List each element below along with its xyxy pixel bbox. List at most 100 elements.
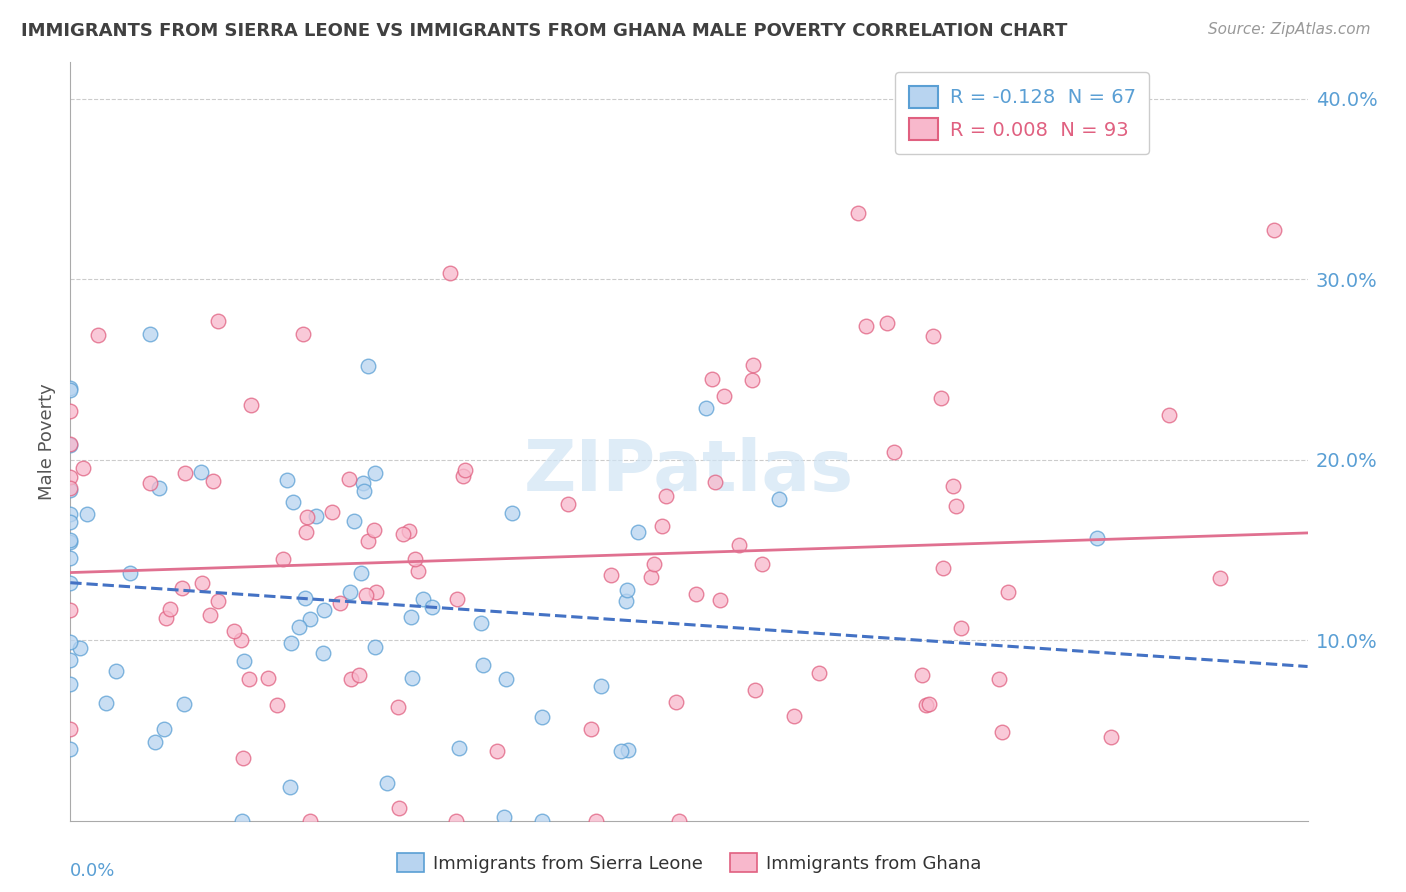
Point <box>451 469 474 483</box>
Point <box>231 814 253 828</box>
Point <box>138 476 160 491</box>
Point <box>406 564 429 578</box>
Point <box>807 665 830 680</box>
Point <box>627 524 650 539</box>
Point <box>585 814 607 828</box>
Point <box>295 525 318 540</box>
Point <box>96 696 118 710</box>
Point <box>59 533 82 547</box>
Point <box>201 474 224 488</box>
Point <box>87 328 110 343</box>
Point <box>713 389 735 403</box>
Point <box>305 509 328 524</box>
Point <box>347 668 370 682</box>
Point <box>388 801 411 815</box>
Point <box>917 697 939 711</box>
Point <box>446 814 468 828</box>
Point <box>280 636 302 650</box>
Point <box>941 479 963 493</box>
Point <box>768 492 790 507</box>
Point <box>494 810 516 824</box>
Point <box>531 710 554 724</box>
Point <box>617 743 640 757</box>
Point <box>486 744 509 758</box>
Point <box>1263 222 1285 236</box>
Point <box>401 671 423 685</box>
Point <box>190 465 212 479</box>
Point <box>276 473 298 487</box>
Point <box>363 523 385 537</box>
Point <box>191 575 214 590</box>
Point <box>610 744 633 758</box>
Point <box>703 475 725 489</box>
Point <box>172 581 194 595</box>
Text: ZIPatlas: ZIPatlas <box>524 437 853 507</box>
Point <box>207 314 229 328</box>
Point <box>299 611 322 625</box>
Point <box>278 780 301 794</box>
Point <box>232 751 254 765</box>
Point <box>266 698 288 712</box>
Point <box>375 776 398 790</box>
Point <box>329 596 352 610</box>
Point <box>751 557 773 571</box>
Point <box>239 398 262 412</box>
Point <box>1209 571 1232 585</box>
Point <box>356 534 378 549</box>
Point <box>59 576 82 591</box>
Point <box>283 495 305 509</box>
Point <box>447 740 470 755</box>
Point <box>643 557 665 571</box>
Point <box>387 700 409 714</box>
Point <box>352 475 374 490</box>
Point <box>312 603 335 617</box>
Point <box>59 534 82 549</box>
Point <box>846 206 869 220</box>
Point <box>439 266 461 280</box>
Point <box>591 679 613 693</box>
Point <box>472 658 495 673</box>
Point <box>557 497 579 511</box>
Point <box>353 484 375 499</box>
Point <box>72 461 94 475</box>
Point <box>987 673 1010 687</box>
Point <box>118 566 141 580</box>
Point <box>339 672 361 686</box>
Point <box>501 506 523 520</box>
Point <box>945 499 967 513</box>
Point <box>685 587 707 601</box>
Y-axis label: Male Poverty: Male Poverty <box>38 384 56 500</box>
Point <box>59 635 82 649</box>
Point <box>59 515 82 529</box>
Point <box>59 742 82 756</box>
Point <box>404 551 426 566</box>
Point <box>997 585 1019 599</box>
Point <box>855 318 877 333</box>
Point <box>412 592 434 607</box>
Point <box>599 568 621 582</box>
Point <box>783 709 806 723</box>
Point <box>579 723 602 737</box>
Point <box>69 640 91 655</box>
Point <box>343 514 366 528</box>
Point <box>470 615 492 630</box>
Point <box>59 384 82 398</box>
Point <box>702 372 724 386</box>
Point <box>1157 408 1180 422</box>
Point <box>949 621 972 635</box>
Point <box>883 445 905 459</box>
Point <box>273 552 295 566</box>
Point <box>454 463 477 477</box>
Point <box>59 438 82 452</box>
Text: 0.0%: 0.0% <box>70 863 115 880</box>
Text: IMMIGRANTS FROM SIERRA LEONE VS IMMIGRANTS FROM GHANA MALE POVERTY CORRELATION C: IMMIGRANTS FROM SIERRA LEONE VS IMMIGRAN… <box>21 22 1067 40</box>
Point <box>287 620 309 634</box>
Point <box>530 814 553 828</box>
Point <box>614 594 637 608</box>
Point <box>742 358 765 372</box>
Point <box>59 404 82 418</box>
Point <box>207 594 229 608</box>
Point <box>744 683 766 698</box>
Point <box>495 672 517 686</box>
Point <box>337 472 360 486</box>
